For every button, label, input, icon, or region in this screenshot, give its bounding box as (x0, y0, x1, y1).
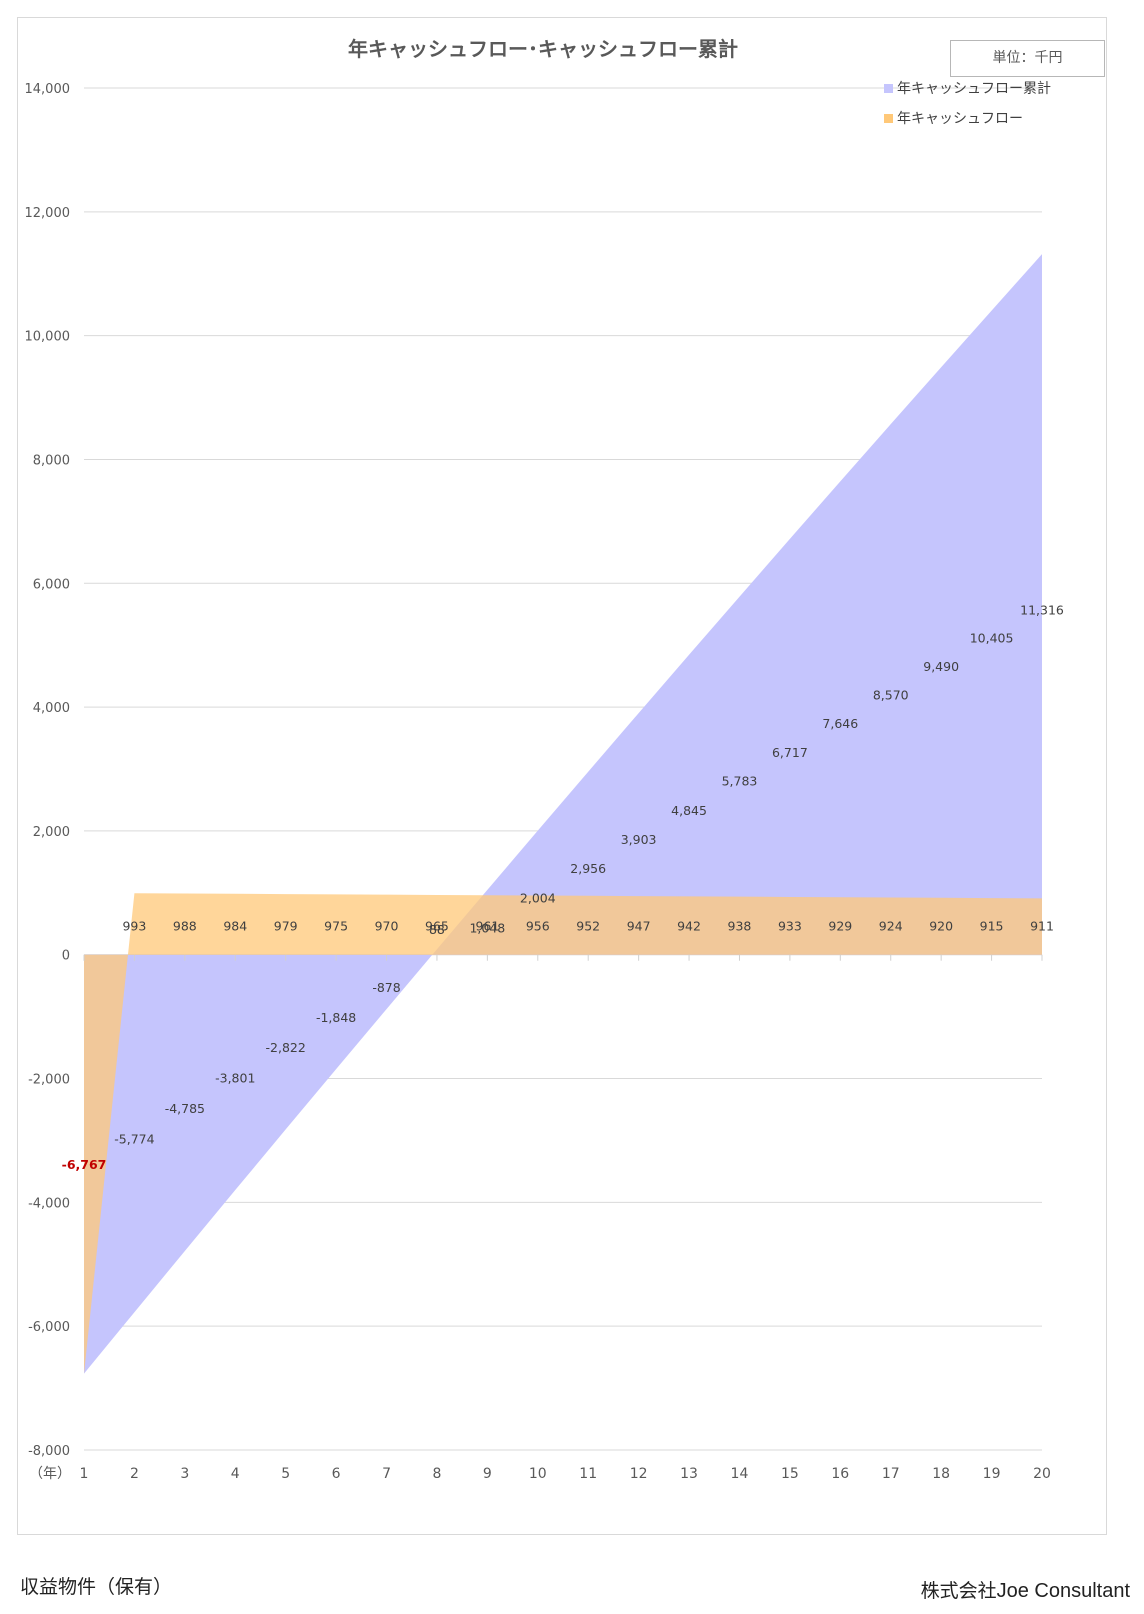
x-tick-label: 15 (781, 1466, 799, 1482)
data-label-annual: 975 (324, 919, 348, 934)
legend-swatch (884, 84, 893, 93)
y-tick-label: -6,000 (28, 1320, 70, 1335)
y-tick-label: 6,000 (33, 577, 70, 592)
data-label-annual: 952 (576, 919, 600, 934)
data-label-cumulative: 11,316 (1020, 602, 1064, 617)
footer-company-prefix: 株式会社 (920, 1580, 997, 1602)
x-tick-label: 11 (579, 1466, 597, 1482)
y-tick-label: -4,000 (28, 1196, 70, 1211)
data-label-cumulative: 2,956 (570, 861, 606, 876)
y-tick-label: 4,000 (33, 701, 70, 716)
y-tick-label: 12,000 (25, 206, 71, 221)
x-tick-label: 2 (130, 1466, 139, 1482)
data-label-cumulative: 6,717 (772, 745, 808, 760)
data-label-annual: 915 (980, 919, 1004, 934)
data-label-cumulative: -5,774 (114, 1131, 154, 1146)
y-tick-label: -8,000 (28, 1444, 70, 1459)
data-label-annual: 911 (1030, 919, 1054, 934)
data-label-annual: 920 (929, 919, 953, 934)
x-tick-label: 19 (983, 1466, 1001, 1482)
data-label-cumulative: -3,801 (215, 1070, 255, 1085)
y-tick-label: 8,000 (33, 453, 70, 468)
data-label-annual: 942 (677, 919, 701, 934)
y-tick-label: 14,000 (25, 82, 71, 97)
area-series-annual (84, 893, 1042, 1374)
x-tick-label: 7 (382, 1466, 391, 1482)
data-labels: -5,774 -4,785 -3,801 -2,822 -1,848 -878 88 1,04… (62, 602, 1064, 1172)
data-label-annual: 938 (728, 919, 752, 934)
chart-frame: 年キャッシュフロー･キャッシュフロー累計 -8,000 -6,000 -4,000-… (17, 17, 1107, 1535)
x-tick-label: 3 (180, 1466, 189, 1482)
x-tick-label: 6 (332, 1466, 341, 1482)
data-label-cumulative: 9,490 (923, 659, 959, 674)
x-tick-label: 8 (432, 1466, 441, 1482)
data-label-annual: 961 (475, 919, 499, 934)
data-label-annual: 947 (627, 919, 651, 934)
area-series-cumulative (84, 254, 1042, 1374)
data-label-cumulative: -2,822 (266, 1040, 306, 1055)
chart-title: 年キャッシュフロー･キャッシュフロー累計 (348, 37, 738, 61)
data-label-cumulative: 2,004 (520, 891, 556, 906)
chart-svg: 年キャッシュフロー･キャッシュフロー累計 -8,000-6,000-4,000-… (25, 37, 1064, 1482)
x-axis-label: （年） (29, 1466, 71, 1482)
x-tick-label: 16 (831, 1466, 849, 1482)
axis-layer: -8,000 -6,000 -4,000 -2,000 0 2,000 4,000 6,000… (25, 82, 1051, 1482)
data-label-cumulative: 4,845 (671, 803, 707, 818)
data-label-cumulative: -4,785 (165, 1101, 205, 1116)
data-label-annual: 924 (879, 919, 903, 934)
data-label-annual: 988 (173, 919, 197, 934)
x-tick-label: 5 (281, 1466, 290, 1482)
data-label-annual: 929 (828, 919, 852, 934)
legend-label: 年キャッシュフロー (897, 111, 1023, 127)
data-label-cumulative: 8,570 (873, 687, 909, 702)
x-tick-label: 13 (680, 1466, 698, 1482)
data-label-cumulative: 10,405 (970, 631, 1014, 646)
x-tick-label: 9 (483, 1466, 492, 1482)
x-tick-label: 4 (231, 1466, 240, 1482)
x-tick-label: 10 (529, 1466, 547, 1482)
data-label-annual: 979 (274, 919, 298, 934)
legend-swatch (884, 114, 893, 123)
data-label-annual: 984 (223, 919, 247, 934)
x-tick-label: 17 (882, 1466, 900, 1482)
x-tick-label: 12 (630, 1466, 648, 1482)
x-tick-label: 18 (932, 1466, 950, 1482)
data-label-cumulative: 3,903 (621, 832, 657, 847)
footer-company-brand: Joe Consultant (996, 1580, 1130, 1602)
y-tick-label: -2,000 (28, 1073, 70, 1088)
unit-label: 単位：千円 (950, 40, 1105, 77)
data-label-cumulative: -878 (372, 980, 400, 995)
footer-left-label: 収益物件（保有） (20, 1576, 173, 1598)
area-layer (84, 254, 1042, 1374)
data-label-annual: 956 (526, 919, 550, 934)
footer-right-label: 株式会社Joe Consultant (921, 1576, 1130, 1603)
data-label-cumulative: 88 (429, 922, 445, 937)
data-label-annual: 993 (122, 919, 146, 934)
data-label-cumulative: -1,848 (316, 1010, 356, 1025)
data-label-cumulative: 7,646 (822, 716, 858, 731)
data-label-annual: 933 (778, 919, 802, 934)
data-label-annual: -6,767 (62, 1157, 107, 1172)
x-tick-label: 1 (80, 1466, 89, 1482)
data-label-annual: 970 (375, 919, 399, 934)
data-label-annual: 965 (425, 919, 449, 934)
x-tick-label: 20 (1033, 1466, 1051, 1482)
data-label-cumulative: 1,048 (469, 920, 505, 935)
legend-label: 年キャッシュフロー累計 (897, 81, 1051, 97)
y-tick-label: 10,000 (25, 330, 71, 345)
x-tick-label: 14 (731, 1466, 749, 1482)
y-tick-label: 2,000 (33, 825, 70, 840)
data-label-cumulative: 5,783 (722, 774, 758, 789)
y-tick-label: 0 (62, 949, 70, 964)
